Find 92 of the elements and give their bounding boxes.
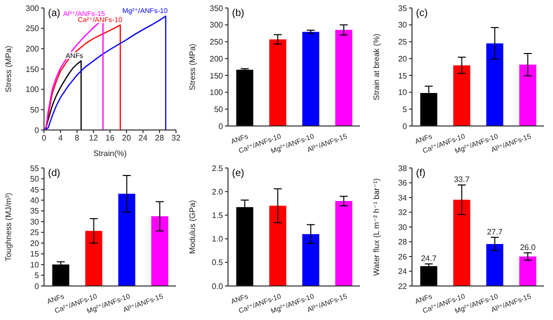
y-axis-title: Water flux (L m⁻² h⁻¹ bar⁻¹) <box>372 178 381 276</box>
y-tick-label: 150 <box>210 71 224 80</box>
x-tick-label: 0 <box>42 134 47 143</box>
y-tick-label: 10 <box>30 260 40 270</box>
y-tick-label: 5 <box>402 104 408 114</box>
bar <box>453 65 470 126</box>
y-tick-label: 1.5 <box>212 211 224 220</box>
y-axis-title: Stress (MPa) <box>188 43 197 90</box>
line-series <box>44 24 121 130</box>
data-label: 33.7 <box>454 174 470 184</box>
y-tick-label: 40 <box>30 196 40 206</box>
y-tick-label: 0.5 <box>212 258 224 268</box>
y-tick-label: 38 <box>398 164 408 173</box>
y-tick-label: 25 <box>398 38 408 47</box>
data-label: 26.0 <box>520 242 536 252</box>
x-tick-label: 28 <box>155 134 164 143</box>
bar <box>52 264 70 286</box>
bar <box>335 201 352 286</box>
bar <box>236 70 254 126</box>
y-tick-label: 0 <box>34 282 40 291</box>
bar <box>118 194 136 286</box>
x-tick-label: 32 <box>172 134 181 143</box>
y-tick-label: 26 <box>398 252 408 262</box>
y-tick-label: 100 <box>26 85 40 94</box>
annotation: (f) <box>416 168 426 179</box>
y-tick-label: 35 <box>30 206 40 216</box>
annotation: (a) <box>48 8 60 19</box>
x-tick-label: 24 <box>138 134 148 143</box>
y-tick-label: 250 <box>210 38 224 47</box>
x-axis-title: Strain(%) <box>93 149 128 158</box>
data-label: 27.7 <box>486 227 504 236</box>
y-tick-label: 200 <box>26 44 40 54</box>
y-tick-label: 2.5 <box>212 164 224 173</box>
y-axis-title: Toughness (MJ/m³) <box>4 192 13 262</box>
y-tick-label: 50 <box>214 104 224 114</box>
y-tick-label: 15 <box>30 250 40 259</box>
y-tick-label: 250 <box>26 24 40 34</box>
y-axis-title: Stress (MPa) <box>4 45 13 92</box>
y-tick-label: 200 <box>210 54 224 64</box>
y-tick-label: 30 <box>398 222 408 232</box>
y-tick-label: 0.0 <box>212 282 224 291</box>
y-tick-label: 150 <box>26 64 40 74</box>
x-tick-label: 8 <box>74 134 80 143</box>
y-tick-label: 10 <box>398 88 408 98</box>
y-tick-label: 20 <box>30 238 40 248</box>
y-tick-label: 0 <box>34 126 40 135</box>
y-tick-label: 35 <box>398 4 408 13</box>
bar <box>269 206 286 286</box>
annotation: (c) <box>416 8 428 19</box>
y-axis-title: Strain at break (%) <box>372 33 381 100</box>
y-tick-label: 22 <box>398 282 408 291</box>
bar <box>519 64 536 126</box>
y-tick-label: 1.0 <box>212 234 224 244</box>
annotation: (b) <box>232 8 244 19</box>
y-tick-label: 45 <box>30 185 40 194</box>
bar <box>269 39 286 126</box>
y-tick-label: 350 <box>210 4 224 13</box>
y-tick-label: 28 <box>398 238 408 247</box>
y-tick-label: 36 <box>398 178 408 188</box>
y-tick-label: 5 <box>34 271 40 280</box>
y-tick-label: 300 <box>210 20 224 30</box>
x-tick-label: 16 <box>106 134 115 143</box>
x-tick-label: 20 <box>122 134 132 143</box>
annotation: (d) <box>48 168 60 179</box>
y-tick-label: 100 <box>210 88 224 98</box>
bar <box>302 234 320 286</box>
y-tick-label: 0 <box>218 122 224 131</box>
y-tick-label: 0 <box>402 122 408 131</box>
y-tick-label: 300 <box>26 4 40 13</box>
x-tick-label: 12 <box>89 134 98 143</box>
y-tick-label: 2.0 <box>212 187 224 196</box>
y-tick-label: 30 <box>398 20 408 30</box>
y-tick-label: 50 <box>30 106 40 115</box>
bar <box>85 230 102 286</box>
annotation: (e) <box>232 168 244 179</box>
y-tick-label: 30 <box>30 217 40 226</box>
y-tick-label: 34 <box>398 193 408 202</box>
bar <box>335 30 352 126</box>
y-tick-label: 25 <box>30 228 40 238</box>
x-tick-label: 4 <box>58 134 64 143</box>
y-tick-label: 24 <box>398 267 408 276</box>
y-tick-label: 32 <box>398 208 408 218</box>
y-axis-title: Modulus (GPa) <box>188 200 197 254</box>
y-tick-label: 20 <box>398 54 408 64</box>
bar <box>151 216 168 286</box>
y-tick-label: 15 <box>398 71 408 80</box>
y-tick-label: 55 <box>30 164 40 173</box>
data-label: 24.7 <box>420 254 438 263</box>
line-series <box>44 60 82 130</box>
bar <box>302 32 320 126</box>
bar <box>486 43 504 126</box>
y-tick-label: 50 <box>30 174 40 184</box>
